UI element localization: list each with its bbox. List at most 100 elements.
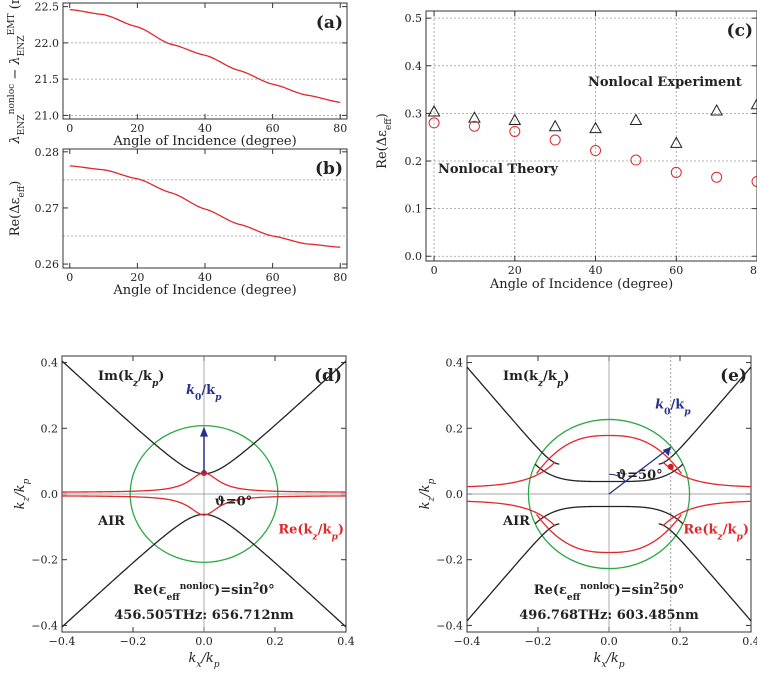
label-part: 0 [664,406,670,417]
label-part: /k [13,484,28,498]
label-part: p [427,478,437,484]
legend-theory: Nonlocal Theory [438,162,558,177]
im-inner-branch [534,505,684,525]
im-outer-branch [466,366,560,465]
x-tick-label: 0 [66,122,73,135]
re-inner-branch [536,514,682,554]
label-part: /k [723,522,738,537]
x-tick-label: 40 [198,122,212,135]
label-part: eff [384,118,394,130]
air-circle [527,418,691,570]
y-tick-label: 0.3 [405,107,423,120]
x-tick-label: 60 [266,271,280,284]
y-tick-label: −0.4 [436,619,463,632]
data-point-theory [630,154,642,166]
frequency-label: 496.768THz: 603.485nm [519,608,699,623]
label-part: eff [166,592,180,603]
x-tick-label: 0 [431,264,438,277]
label-part: 2 [253,581,259,592]
label-part: 2 [653,581,659,592]
label-part: Im(k [503,369,539,384]
x-axis-label: kx/kp [593,651,624,670]
label-part: eff [17,185,27,197]
y-tick-label: 22.0 [35,37,60,50]
theta-label: ϑ=0° [215,495,252,510]
data-point-experiment [589,121,602,134]
data-point-experiment [427,104,441,117]
x-tick-label: 0.4 [337,635,355,648]
label-part: λ [8,135,23,144]
label-part: ) [338,522,344,537]
label-part: ) [563,369,569,384]
label-part: ) [375,113,390,118]
data-point-theory [509,125,521,137]
data-point-experiment [710,103,723,116]
re-inner-branch [536,434,682,474]
x-axis-label: Angle of Incidence (degree) [489,277,673,292]
label-part: z [537,378,544,389]
y-tick-label: 21.0 [35,109,60,122]
air-circle [129,425,279,563]
label-part: nonloc [7,84,17,115]
y-tick-label: 0.1 [405,203,423,216]
label-part: )=sin [615,583,654,598]
panel-label: (e) [720,366,747,386]
panel-label: (c) [727,21,753,41]
label-part: (nm) [8,0,23,13]
label-part: p [736,531,743,542]
label-part: ) [743,522,749,537]
label-part: Re(ε [534,583,567,598]
label-part: /k [418,484,433,498]
label-part: x [196,660,201,670]
label-part: k [188,651,196,666]
label-part: /k [604,651,618,666]
x-tick-label: 0.2 [671,635,689,648]
y-axis-label: Re(Δεeff) [375,113,394,169]
label-part: ENZ [17,114,27,135]
label-part: z [427,497,437,503]
k0-label: k0/kp [655,398,691,418]
label-part: Re(Δε [375,130,390,169]
y-tick-label: 21.5 [35,73,60,86]
label-part: k [655,398,664,413]
data-point-theory [549,134,561,146]
label-part: eff [567,592,581,603]
epsilon-label: Re(εeffnonloc)=sin250° [534,581,684,603]
frequency-label: 456.505THz: 656.712nm [114,608,294,623]
label-part: 0 [195,391,201,402]
x-tick-label: 0.4 [742,635,757,648]
im-label: Im(kz/kp) [98,369,164,389]
data-point-theory [590,145,602,157]
label-part: p [557,378,564,389]
x-tick-label: 60 [669,264,683,277]
label-part: p [214,660,220,670]
x-tick-label: −0.4 [49,635,76,648]
x-axis-label: Angle of Incidence (degree) [112,134,296,149]
label-part: z [717,531,724,542]
k0-arrow-head [200,426,208,437]
label-part: p [331,531,338,542]
y-tick-label: 22.5 [35,1,60,14]
data-point-experiment [548,119,562,132]
label-part: z [132,378,139,389]
intersection-marker [667,463,674,470]
y-tick-label: 0.5 [405,12,423,25]
label-part: /k [318,522,333,537]
x-tick-label: −0.2 [525,635,552,648]
y-tick-label: 0.2 [405,155,423,168]
data-point-experiment [669,136,683,148]
data-point-theory [468,120,480,132]
panel-c: 0 20 40 60 80 0.0 0.1 0.2 0.3 0.4 0.5 (c) Nonlocal E… [375,10,757,292]
im-outer-branch [658,523,752,622]
label-part: ) [158,369,164,384]
y-axis-label: λENZnonloc − λENZEMT (nm) [7,0,27,145]
re-outer-branch [662,461,752,488]
epsilon-label: Re(εeffnonloc)=sin20° [133,581,274,603]
y-axis-label: kz/kp [418,478,437,509]
y-tick-label: 0.4 [405,60,423,73]
re-label: Re(kz/kp) [278,522,344,542]
y-tick-label: 0.26 [35,258,60,271]
plot-frame [425,10,757,262]
k0-label: k0/kp [186,383,222,403]
